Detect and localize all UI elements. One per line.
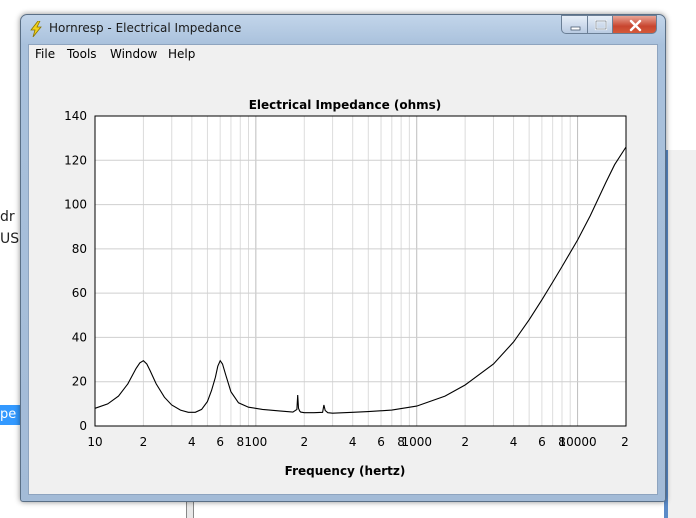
x-tick-label: 8 (558, 435, 566, 449)
x-tick-label: 2 (300, 435, 308, 449)
x-tick-label: 10000 (558, 435, 596, 449)
x-tick-label: 10 (87, 435, 102, 449)
x-tick-label: 1000 (401, 435, 432, 449)
y-tick-label: 60 (72, 286, 87, 300)
impedance-chart: Electrical Impedance (ohms) 0 20 40 60 80 100… (64, 98, 629, 478)
maximize-icon (594, 19, 608, 31)
minimize-button[interactable] (561, 15, 588, 34)
close-icon (629, 19, 642, 32)
x-tick-label: 4 (349, 435, 357, 449)
background-selected-fragment: pe (0, 405, 20, 425)
background-divider (186, 496, 194, 518)
x-tick-label: 6 (377, 435, 385, 449)
plot-border (94, 115, 627, 427)
menu-tools[interactable]: Tools (67, 47, 97, 61)
x-tick-label: 2 (621, 435, 629, 449)
x-tick-label: 100 (244, 435, 267, 449)
y-tick-label: 120 (64, 153, 87, 167)
maximize-button[interactable] (587, 15, 613, 34)
window-title: Hornresp - Electrical Impedance (49, 21, 242, 35)
y-tick-label: 20 (72, 375, 87, 389)
lightning-bolt-icon (28, 20, 44, 38)
client-area: File Tools Window Help Electrical Impeda… (28, 44, 658, 495)
y-tick-label: 40 (72, 330, 87, 344)
title-bar[interactable]: Hornresp - Electrical Impedance (21, 15, 665, 43)
chart-title: Electrical Impedance (ohms) (249, 98, 442, 112)
desktop-background (0, 0, 22, 518)
impedance-window: Hornresp - Electrical Impedance File Too… (20, 14, 666, 502)
background-text-fragment: US (0, 231, 20, 247)
x-tick-label: 4 (510, 435, 518, 449)
minimize-icon (570, 26, 581, 31)
series-line-impedance (94, 146, 627, 414)
close-button[interactable] (612, 15, 657, 34)
x-tick-label: 8 (236, 435, 244, 449)
background-window-edge (664, 150, 696, 518)
menu-window[interactable]: Window (110, 47, 158, 61)
x-tick-label: 6 (216, 435, 224, 449)
y-tick-label: 80 (72, 242, 87, 256)
x-tick-label: 6 (538, 435, 546, 449)
chart-grid (95, 116, 626, 426)
background-window-border (664, 150, 668, 518)
y-tick-label: 100 (64, 198, 87, 212)
menu-bar: File Tools Window Help (29, 45, 657, 65)
background-text-fragment: dr (0, 209, 15, 225)
menu-file[interactable]: File (35, 47, 56, 61)
menu-help[interactable]: Help (168, 47, 196, 61)
y-tick-label: 0 (79, 419, 87, 433)
y-tick-label: 140 (64, 109, 87, 123)
plot-area (95, 116, 626, 426)
x-tick-label: 8 (397, 435, 405, 449)
x-tick-label: 2 (461, 435, 469, 449)
x-tick-label: 4 (188, 435, 196, 449)
y-axis: 0 20 40 60 80 100 120 140 (64, 109, 87, 433)
x-tick-label: 2 (140, 435, 148, 449)
x-axis-label: Frequency (hertz) (285, 464, 406, 478)
